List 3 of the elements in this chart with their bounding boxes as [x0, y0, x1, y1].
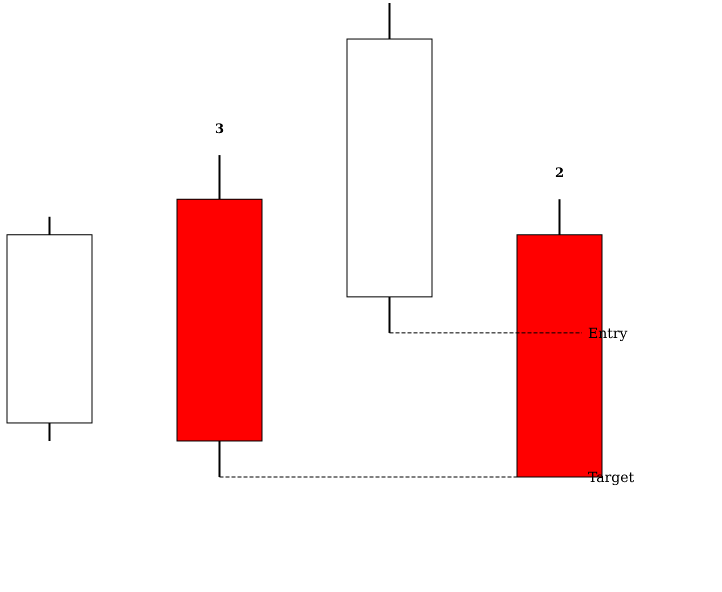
annotation: 3 [214, 122, 224, 138]
ref-line-label: Target [588, 470, 635, 486]
annotation: 2 [554, 166, 564, 182]
